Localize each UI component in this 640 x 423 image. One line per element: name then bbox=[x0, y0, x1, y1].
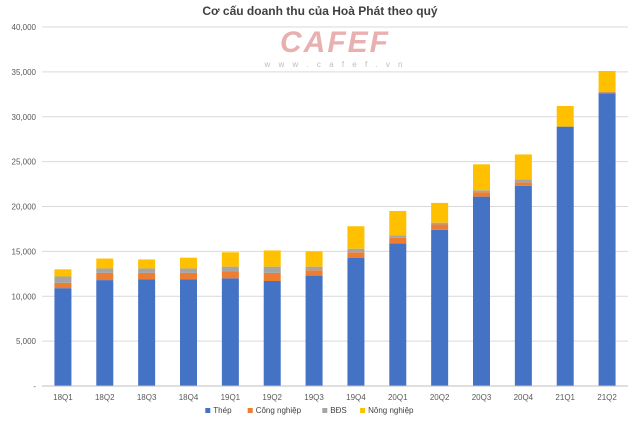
watermark-url: w w w . c a f e f . v n bbox=[263, 60, 405, 69]
y-tick-label: - bbox=[33, 382, 36, 391]
bar-segment bbox=[221, 252, 239, 267]
chart-title: Cơ cấu doanh thu của Hoà Phát theo quý bbox=[202, 4, 438, 18]
legend-label: Công nghiệp bbox=[256, 406, 302, 415]
x-tick-label: 20Q2 bbox=[430, 393, 450, 402]
bar-segment bbox=[54, 282, 72, 289]
bar-segment bbox=[473, 190, 490, 193]
bar-segment bbox=[180, 257, 197, 269]
bar-segment bbox=[54, 269, 72, 277]
x-tick-label: 18Q2 bbox=[95, 393, 115, 402]
bar-segment bbox=[263, 272, 281, 281]
bar-segment bbox=[180, 272, 197, 280]
bar-segment bbox=[389, 237, 407, 244]
bar-segment bbox=[263, 250, 281, 267]
x-tick-label: 19Q2 bbox=[262, 393, 282, 402]
bar-segment bbox=[180, 268, 197, 273]
y-tick-label: 10,000 bbox=[12, 292, 37, 301]
bar-segment bbox=[54, 276, 72, 283]
bar-segment bbox=[221, 278, 239, 386]
bar-segment bbox=[473, 196, 490, 386]
x-tick-label: 19Q1 bbox=[221, 393, 241, 402]
x-tick-label: 20Q1 bbox=[388, 393, 408, 402]
legend-label: Thép bbox=[213, 406, 232, 415]
legend: Thép Công nghiệp BĐS Nông nghiệp bbox=[205, 406, 414, 415]
bar-segment bbox=[221, 266, 239, 272]
bar-series bbox=[54, 70, 616, 386]
x-tick-label: 21Q2 bbox=[597, 393, 617, 402]
y-tick-label: 15,000 bbox=[12, 247, 37, 256]
bar-segment bbox=[96, 258, 114, 269]
bar-segment bbox=[305, 275, 323, 386]
bar-segment bbox=[305, 270, 323, 276]
bar-segment bbox=[514, 179, 532, 183]
y-axis-ticks: - 5,000 10,000 15,000 20,000 25,000 30,000 35,0… bbox=[12, 23, 37, 391]
y-tick-label: 5,000 bbox=[16, 337, 37, 346]
bar-segment bbox=[473, 164, 490, 191]
bar-segment bbox=[389, 210, 407, 236]
legend-label: Nông nghiệp bbox=[368, 406, 414, 415]
bar-segment bbox=[556, 105, 574, 127]
bar-segment bbox=[347, 252, 365, 258]
y-tick-label: 25,000 bbox=[12, 158, 37, 167]
bar-segment bbox=[514, 185, 532, 386]
bar-segment bbox=[305, 266, 323, 271]
x-tick-label: 21Q1 bbox=[555, 393, 575, 402]
watermark-logo: CAFEF bbox=[280, 26, 390, 59]
legend-label: BĐS bbox=[330, 406, 346, 415]
x-tick-label: 18Q4 bbox=[179, 393, 199, 402]
x-axis-ticks: 18Q1 18Q2 18Q3 18Q4 19Q1 19Q2 19Q3 19Q4 20Q1 20Q2… bbox=[53, 393, 617, 402]
bar-segment bbox=[347, 248, 365, 253]
y-tick-label: 40,000 bbox=[12, 23, 37, 32]
legend-swatch bbox=[205, 408, 211, 413]
bar-segment bbox=[473, 192, 490, 197]
bar-segment bbox=[347, 257, 365, 386]
y-tick-label: 20,000 bbox=[12, 203, 37, 212]
bar-segment bbox=[54, 288, 72, 386]
x-tick-label: 18Q3 bbox=[137, 393, 157, 402]
bar-segment bbox=[556, 126, 574, 386]
bar-segment bbox=[514, 154, 532, 180]
bar-segment bbox=[263, 266, 281, 273]
bar-segment bbox=[138, 279, 156, 386]
bar-segment bbox=[347, 226, 365, 249]
bar-segment bbox=[305, 251, 323, 267]
legend-swatch bbox=[360, 408, 366, 413]
x-tick-label: 19Q4 bbox=[346, 393, 366, 402]
bar-segment bbox=[96, 268, 114, 273]
bar-segment bbox=[598, 93, 616, 386]
bar-segment bbox=[138, 272, 156, 280]
legend-swatch bbox=[247, 408, 253, 413]
bar-segment bbox=[96, 280, 114, 386]
bar-segment bbox=[138, 259, 156, 269]
bar-segment bbox=[389, 235, 407, 238]
bar-segment bbox=[96, 272, 114, 281]
bar-segment bbox=[514, 182, 532, 186]
bar-segment bbox=[431, 229, 449, 386]
x-tick-label: 18Q1 bbox=[53, 393, 73, 402]
cafef-watermark: CAFEF w w w . c a f e f . v n bbox=[263, 26, 405, 69]
gridlines bbox=[42, 26, 628, 342]
bar-segment bbox=[431, 224, 449, 230]
bar-segment bbox=[598, 92, 616, 94]
bar-segment bbox=[263, 280, 281, 386]
bar-segment bbox=[138, 268, 156, 273]
y-tick-label: 35,000 bbox=[12, 68, 37, 77]
bar-segment bbox=[431, 222, 449, 225]
x-tick-label: 19Q3 bbox=[304, 393, 324, 402]
bar-segment bbox=[431, 202, 449, 223]
legend-swatch bbox=[322, 408, 328, 413]
bar-segment bbox=[598, 70, 616, 92]
x-tick-label: 20Q3 bbox=[472, 393, 492, 402]
bar-segment bbox=[598, 91, 616, 93]
bar-segment bbox=[180, 279, 197, 386]
x-tick-label: 20Q4 bbox=[514, 393, 534, 402]
bar-segment bbox=[389, 243, 407, 386]
bar-segment bbox=[221, 271, 239, 279]
y-tick-label: 30,000 bbox=[12, 113, 37, 122]
